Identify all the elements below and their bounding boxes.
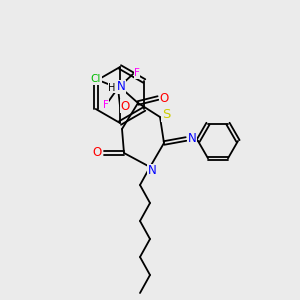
Text: H: H [108,83,116,93]
Text: S: S [162,109,170,122]
Text: O: O [159,92,169,104]
Text: F: F [103,100,109,110]
Text: N: N [117,80,125,94]
Text: Cl: Cl [91,74,101,84]
Text: O: O [120,100,130,112]
Text: F: F [134,68,140,78]
Text: N: N [188,133,196,146]
Text: O: O [92,146,102,160]
Text: N: N [148,164,156,178]
